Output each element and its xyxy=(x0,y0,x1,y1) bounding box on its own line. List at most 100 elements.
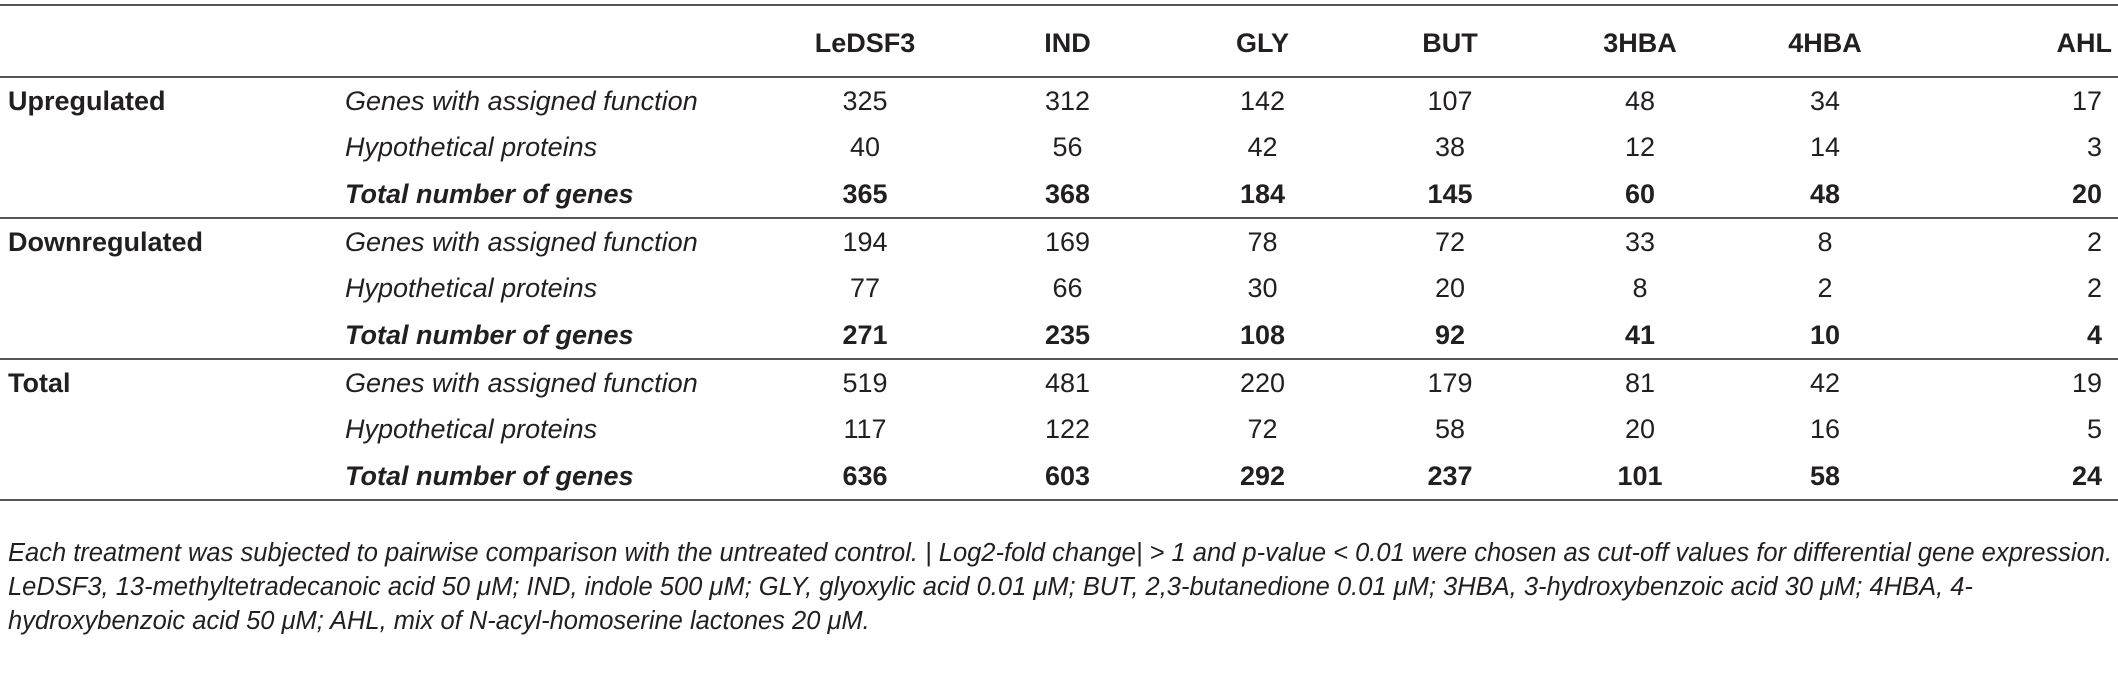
table-cell: 2 xyxy=(1817,273,1833,303)
table-cell: 636 xyxy=(760,453,970,501)
table-cell: 145 xyxy=(1427,178,1473,209)
row-label: Total number of genes xyxy=(345,453,760,501)
table-cell: 325 xyxy=(760,76,970,124)
table-cell: 5 xyxy=(2086,414,2102,444)
table-cell: 603 xyxy=(970,453,1165,501)
table-cell: 16 xyxy=(1809,414,1841,444)
table-cell: 92 xyxy=(1434,319,1466,350)
gene-expression-table: LeDSF3 IND GLY BUT 3HBA 4HBA AHL Upregul… xyxy=(0,4,2118,501)
table-header-row: LeDSF3 IND GLY BUT 3HBA 4HBA AHL xyxy=(0,4,2118,77)
table-body: Upregulated Genes with assigned function 3… xyxy=(0,76,2118,501)
column-header-ledsf3: LeDSF3 xyxy=(760,4,970,77)
table-row: Hypothetical proteins 117 122 72 58 20 16 5 xyxy=(0,406,2118,453)
table-row: Hypothetical proteins 40 56 42 38 12 14 3 xyxy=(0,124,2118,171)
table-cell: 20 xyxy=(1434,273,1466,303)
column-header xyxy=(0,4,345,77)
table-cell: 184 xyxy=(1239,178,1286,209)
table-cell: 194 xyxy=(760,217,970,265)
table-cell: 237 xyxy=(1360,453,1540,501)
column-header-4hba: 4HBA xyxy=(1740,4,1910,77)
table-row: Hypothetical proteins 77 66 30 20 8 2 2 xyxy=(0,265,2118,312)
table-cell: 56 xyxy=(1052,132,1083,162)
table-cell: 365 xyxy=(842,178,888,209)
table-row: Total number of genes 636 603 292 237 101 58 24 xyxy=(0,453,2118,501)
table-cell: 108 xyxy=(1239,319,1286,350)
row-group-label: Upregulated xyxy=(0,76,345,124)
table-cell: 38 xyxy=(1434,132,1466,162)
table-cell: 8 xyxy=(1740,217,1910,265)
table-cell: 77 xyxy=(849,273,881,303)
table-cell: 4 xyxy=(2086,319,2102,350)
table-cell: 169 xyxy=(970,217,1165,265)
table-cell: 2 xyxy=(2086,273,2102,303)
table-cell: 117 xyxy=(843,414,887,444)
table-cell: 58 xyxy=(1434,414,1466,444)
row-label: Hypothetical proteins xyxy=(345,273,598,303)
table-cell: 17 xyxy=(1910,76,2118,124)
row-group-label xyxy=(0,453,345,501)
table-cell: 142 xyxy=(1165,76,1360,124)
table-cell: 42 xyxy=(1740,358,1910,406)
table-cell: 20 xyxy=(2071,178,2102,209)
row-group-label xyxy=(0,312,345,359)
footnote: LeDSF3, 13-methyltetradecanoic acid 50 μ… xyxy=(8,573,1973,635)
table-cell: 24 xyxy=(1910,453,2118,501)
row-label: Hypothetical proteins xyxy=(345,414,598,444)
table-cell: 48 xyxy=(1809,178,1841,209)
table-cell: 60 xyxy=(1624,178,1656,209)
table-cell: 58 xyxy=(1740,453,1910,501)
table-cell: 33 xyxy=(1540,217,1740,265)
table-cell: 519 xyxy=(760,358,970,406)
footnote: Each treatment was subjected to pairwise… xyxy=(8,539,2113,567)
row-group-label xyxy=(0,171,345,218)
table-cell: 107 xyxy=(1360,76,1540,124)
table-cell: 235 xyxy=(1044,319,1091,350)
row-label: Genes with assigned function xyxy=(345,358,760,406)
row-group-label: Total xyxy=(0,358,345,406)
table-row: Downregulated Genes with assigned functio… xyxy=(0,217,2118,265)
row-label: Genes with assigned function xyxy=(345,76,760,124)
table-footnotes: Each treatment was subjected to pairwise… xyxy=(8,536,2113,638)
table-cell: 12 xyxy=(1624,132,1656,162)
table-cell: 78 xyxy=(1165,217,1360,265)
table-cell: 30 xyxy=(1247,273,1278,303)
row-group-label xyxy=(0,265,345,312)
table-cell: 19 xyxy=(1910,358,2118,406)
table-cell: 271 xyxy=(842,319,888,350)
table-cell: 3 xyxy=(2086,132,2102,162)
row-label: Hypothetical proteins xyxy=(345,132,598,162)
table-cell: 8 xyxy=(1632,273,1648,303)
row-label: Total number of genes xyxy=(345,319,634,350)
table-cell: 292 xyxy=(1165,453,1360,501)
table-cell: 72 xyxy=(1247,414,1278,444)
column-header xyxy=(345,4,760,77)
table-cell: 220 xyxy=(1165,358,1360,406)
row-group-label xyxy=(0,124,345,171)
row-group-label xyxy=(0,406,345,453)
table-row: Total number of genes 271 235 108 92 41 10 4 xyxy=(0,312,2118,359)
table-cell: 66 xyxy=(1052,273,1083,303)
table-cell: 2 xyxy=(1910,217,2118,265)
table-cell: 312 xyxy=(970,76,1165,124)
table-cell: 42 xyxy=(1247,132,1278,162)
row-label: Genes with assigned function xyxy=(345,217,760,265)
table-cell: 48 xyxy=(1540,76,1740,124)
table-cell: 40 xyxy=(849,132,881,162)
column-header-but: BUT xyxy=(1360,4,1540,77)
table-cell: 72 xyxy=(1360,217,1540,265)
table-cell: 481 xyxy=(970,358,1165,406)
table-cell: 41 xyxy=(1624,319,1656,350)
table-cell: 101 xyxy=(1540,453,1740,501)
row-group-label: Downregulated xyxy=(0,217,345,265)
table-cell: 81 xyxy=(1540,358,1740,406)
table-cell: 34 xyxy=(1740,76,1910,124)
table-cell: 368 xyxy=(1044,178,1091,209)
column-header-3hba: 3HBA xyxy=(1540,4,1740,77)
column-header-ahl: AHL xyxy=(1910,4,2118,77)
table-cell: 20 xyxy=(1624,414,1656,444)
table-row: Total Genes with assigned function 519 481 2… xyxy=(0,358,2118,406)
table-cell: 14 xyxy=(1809,132,1841,162)
row-label: Total number of genes xyxy=(345,178,634,209)
column-header-gly: GLY xyxy=(1165,4,1360,77)
